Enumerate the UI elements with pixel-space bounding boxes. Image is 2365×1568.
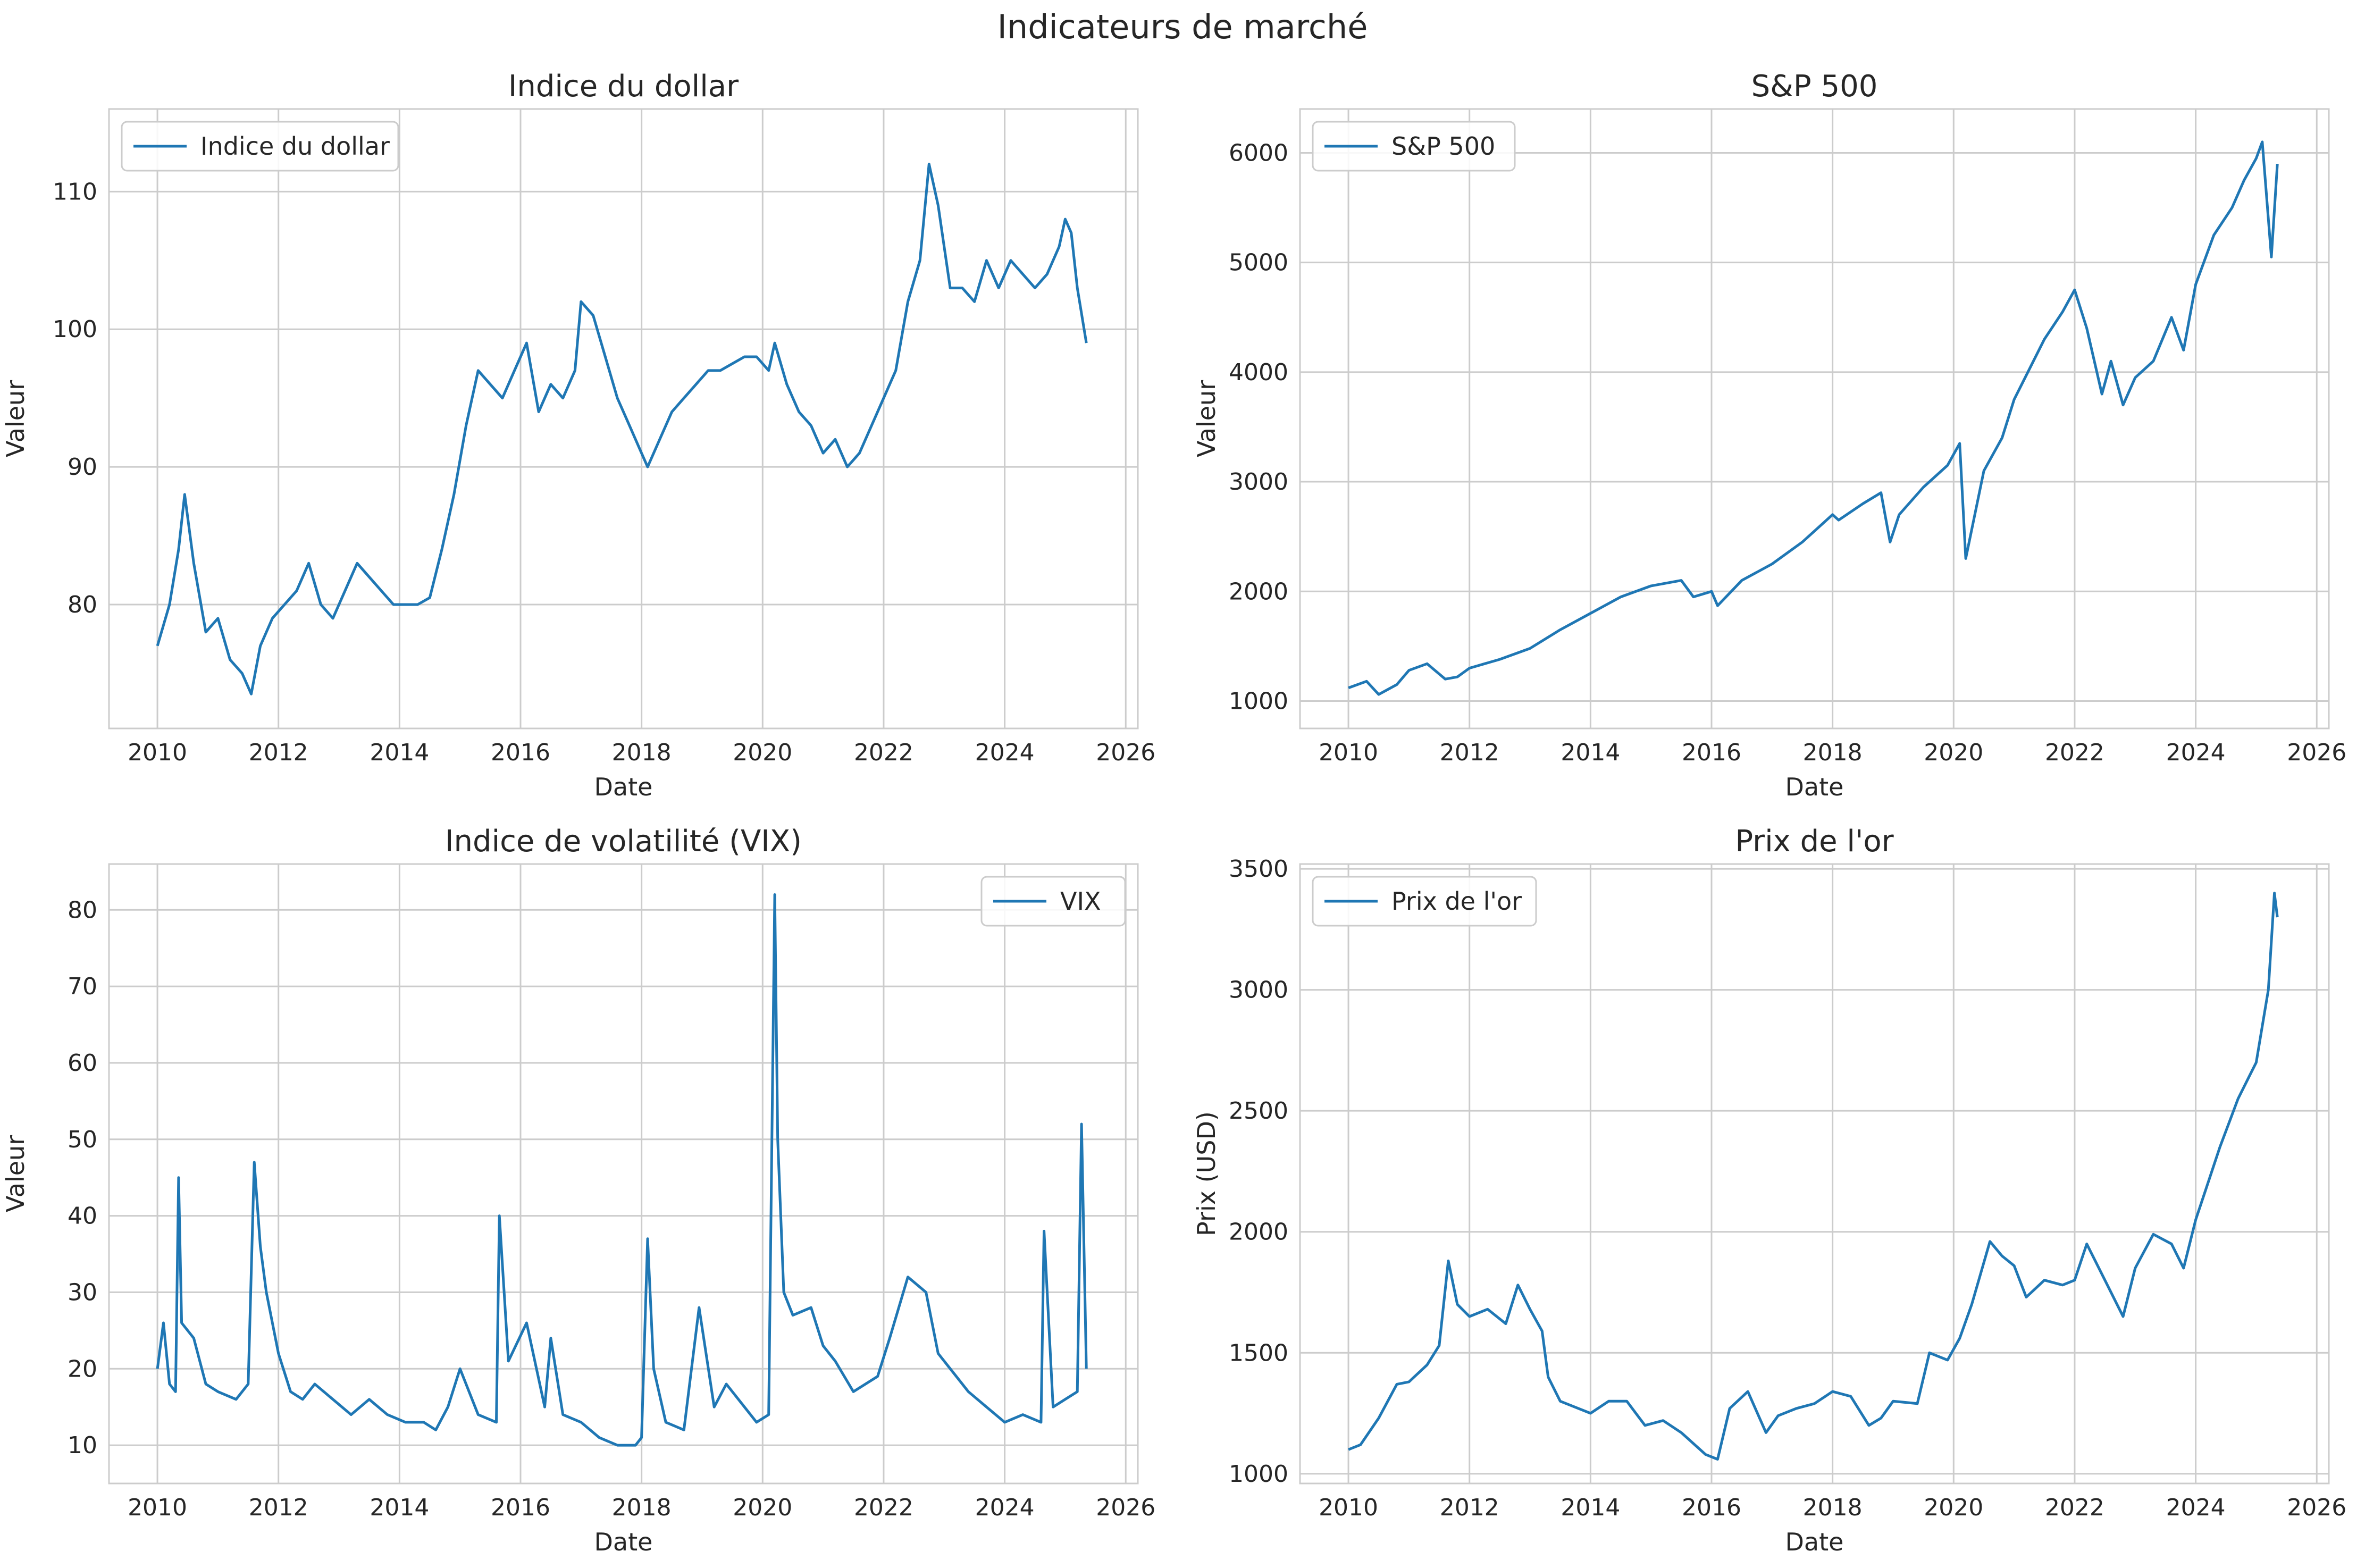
y-tick-label: 1000 — [1229, 1461, 1288, 1488]
series-line-sp500 — [1348, 140, 2279, 696]
x-tick-label: 2022 — [2045, 1494, 2104, 1521]
x-tick-label: 2010 — [128, 1494, 187, 1521]
legend: Prix de l'or — [1312, 876, 1537, 927]
x-tick-label: 2022 — [2045, 739, 2104, 766]
x-tick-label: 2010 — [1319, 739, 1378, 766]
x-tick-label: 2018 — [1803, 739, 1863, 766]
x-tick-label: 2026 — [1096, 1494, 1155, 1521]
y-tick-label: 80 — [68, 896, 97, 924]
legend-box — [121, 121, 399, 172]
x-tick-label: 2022 — [854, 1494, 913, 1521]
x-tick-label: 2012 — [249, 1494, 308, 1521]
x-axis-label: Date — [1785, 773, 1844, 801]
x-tick-label: 2018 — [1803, 1494, 1863, 1521]
y-tick-label: 5000 — [1229, 249, 1288, 276]
x-axis-label: Date — [1785, 1528, 1844, 1556]
chart-title: Prix de l'or — [1735, 824, 1894, 859]
y-tick-label: 2500 — [1229, 1097, 1288, 1125]
y-tick-label: 4000 — [1229, 359, 1288, 386]
y-tick-label: 30 — [68, 1279, 97, 1306]
x-tick-label: 2018 — [612, 739, 672, 766]
y-tick-label: 60 — [68, 1050, 97, 1077]
x-tick-label: 2014 — [370, 1494, 429, 1521]
x-tick-label: 2024 — [2166, 1494, 2226, 1521]
y-tick-label: 1500 — [1229, 1339, 1288, 1366]
x-axis-label: Date — [594, 1528, 653, 1556]
x-tick-label: 2024 — [975, 1494, 1035, 1521]
legend-label: S&P 500 — [1391, 132, 1495, 161]
legend-box — [1312, 121, 1516, 172]
x-axis-label: Date — [594, 773, 653, 801]
axes-frame — [1299, 863, 2330, 1485]
y-tick-label: 50 — [68, 1126, 97, 1153]
x-tick-label: 2016 — [1682, 1494, 1741, 1521]
series-line-dollar — [156, 163, 1088, 695]
y-tick-label: 3000 — [1229, 977, 1288, 1004]
x-tick-label: 2026 — [1096, 739, 1155, 766]
chart-title: S&P 500 — [1751, 69, 1878, 104]
x-tick-label: 2010 — [128, 739, 187, 766]
x-tick-label: 2016 — [491, 1494, 550, 1521]
legend-box — [980, 876, 1126, 927]
y-tick-label: 40 — [68, 1203, 97, 1230]
x-tick-label: 2026 — [2287, 739, 2346, 766]
x-tick-label: 2010 — [1319, 1494, 1378, 1521]
y-tick-label: 70 — [68, 973, 97, 1000]
legend-label: Indice du dollar — [200, 132, 390, 161]
y-tick-label: 20 — [68, 1355, 97, 1382]
x-tick-label: 2024 — [2166, 739, 2226, 766]
y-tick-label: 90 — [68, 454, 97, 481]
legend: VIX — [980, 876, 1126, 927]
x-tick-label: 2014 — [1561, 1494, 1620, 1521]
y-tick-label: 110 — [53, 178, 97, 205]
y-axis-label: Prix (USD) — [1192, 1111, 1221, 1236]
chart-gold: 2010 2012 2014 2016 2018 2020 2022 2024 2026 1000… — [1192, 824, 2346, 1556]
y-tick-label: 100 — [53, 316, 97, 343]
x-tick-label: 2020 — [1924, 1494, 1983, 1521]
chart-dollar: 2010 2012 2014 2016 2018 2020 2022 2024 2026 80 90… — [1, 69, 1155, 801]
axes-frame — [108, 108, 1139, 730]
chart-title: Indice du dollar — [508, 69, 739, 104]
series-line-vix — [156, 893, 1088, 1447]
y-tick-label: 6000 — [1229, 139, 1288, 166]
y-tick-label: 3500 — [1229, 856, 1288, 883]
y-tick-label: 80 — [68, 591, 97, 618]
y-axis-label: Valeur — [1192, 380, 1221, 457]
legend-label: Prix de l'or — [1391, 887, 1522, 916]
legend: S&P 500 — [1312, 121, 1516, 172]
legend: Indice du dollar — [121, 121, 399, 172]
x-tick-label: 2014 — [1561, 739, 1620, 766]
y-axis-label: Valeur — [1, 380, 30, 457]
chart-title: Indice de volatilité (VIX) — [445, 824, 802, 859]
x-tick-label: 2016 — [491, 739, 550, 766]
y-tick-label: 1000 — [1229, 687, 1288, 715]
x-tick-label: 2024 — [975, 739, 1035, 766]
y-axis-label: Valeur — [1, 1135, 30, 1212]
x-tick-label: 2012 — [1440, 739, 1499, 766]
axes-frame — [1299, 108, 2330, 730]
series-line-gold — [1348, 892, 2279, 1461]
x-tick-label: 2020 — [733, 739, 792, 766]
y-tick-label: 2000 — [1229, 578, 1288, 605]
x-tick-label: 2020 — [1924, 739, 1983, 766]
chart-vix: 2010 2012 2014 2016 2018 2020 2022 2024 2026 10 20… — [1, 824, 1155, 1556]
y-tick-label: 3000 — [1229, 468, 1288, 496]
chart-sp500: 2010 2012 2014 2016 2018 2020 2022 2024 2026 1000… — [1192, 69, 2346, 801]
legend-label: VIX — [1060, 887, 1101, 916]
axes-frame — [108, 863, 1139, 1485]
y-tick-label: 2000 — [1229, 1219, 1288, 1246]
x-tick-label: 2016 — [1682, 739, 1741, 766]
figure-title: Indicateurs de marché — [997, 7, 1368, 46]
x-tick-label: 2026 — [2287, 1494, 2346, 1521]
x-tick-label: 2012 — [1440, 1494, 1499, 1521]
x-tick-label: 2018 — [612, 1494, 672, 1521]
legend-box — [1312, 876, 1537, 927]
x-tick-label: 2014 — [370, 739, 429, 766]
x-tick-label: 2020 — [733, 1494, 792, 1521]
x-tick-label: 2022 — [854, 739, 913, 766]
x-tick-label: 2012 — [249, 739, 308, 766]
y-tick-label: 10 — [68, 1432, 97, 1459]
